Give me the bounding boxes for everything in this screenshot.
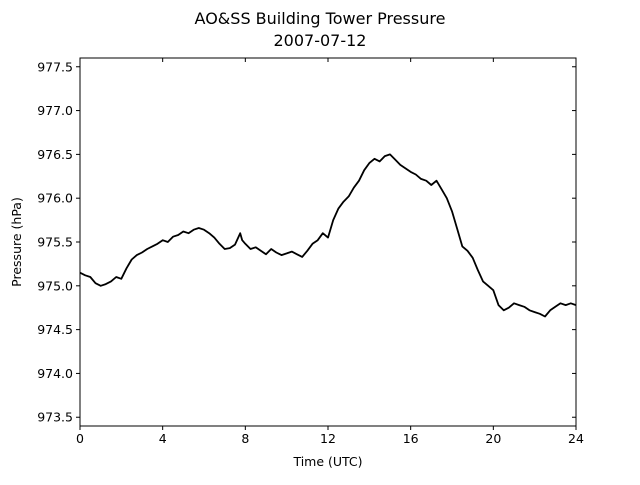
plot-area: 0 4 8 12 16 20 24 973.5 974.0 974.5 975.0 975.5 976.… xyxy=(37,57,584,446)
y-tick-label: 975.0 xyxy=(37,278,73,293)
y-tick-label: 976.0 xyxy=(37,191,73,206)
x-tick-label: 4 xyxy=(159,431,167,446)
plot-frame xyxy=(79,57,577,427)
y-tick-label: 975.5 xyxy=(37,235,73,250)
y-tick-label: 976.5 xyxy=(37,147,73,162)
y-axis-label: Pressure (hPa) xyxy=(9,197,24,287)
x-axis-label: Time (UTC) xyxy=(292,454,362,469)
x-tick-label: 12 xyxy=(320,431,336,446)
x-tick-label: 0 xyxy=(76,431,84,446)
y-tick-label: 977.5 xyxy=(37,59,73,74)
y-tick-label: 974.5 xyxy=(37,322,73,337)
x-tick-label: 8 xyxy=(241,431,249,446)
x-tick-label: 24 xyxy=(568,431,584,446)
x-tick-label: 20 xyxy=(485,431,501,446)
chart-title: AO&SS Building Tower Pressure xyxy=(195,9,446,28)
y-tick-label: 977.0 xyxy=(37,103,73,118)
x-tick-label: 16 xyxy=(403,431,419,446)
series-line-0 xyxy=(79,153,577,318)
y-tick-label: 974.0 xyxy=(37,366,73,381)
chart-subtitle: 2007-07-12 xyxy=(274,31,367,50)
y-tick-label: 973.5 xyxy=(37,410,73,425)
